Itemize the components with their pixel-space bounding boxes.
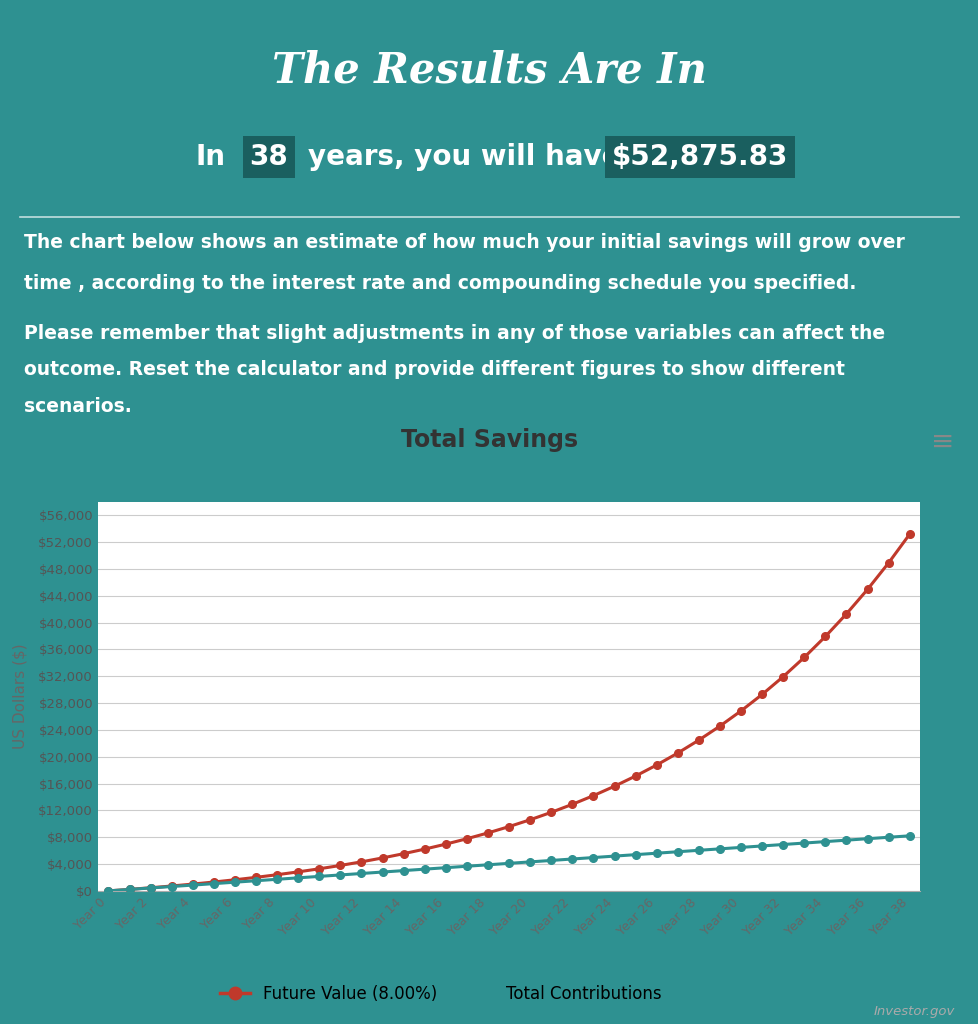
Y-axis label: US Dollars ($): US Dollars ($) [12,643,27,750]
Text: The Results Are In: The Results Are In [272,49,706,91]
Text: ≡: ≡ [930,428,954,456]
Text: outcome. Reset the calculator and provide different figures to show different: outcome. Reset the calculator and provid… [24,360,844,380]
Text: Please remember that slight adjustments in any of those variables can affect the: Please remember that slight adjustments … [24,324,885,343]
Legend: Future Value (8.00%), Total Contributions: Future Value (8.00%), Total Contribution… [213,978,667,1010]
Text: scenarios.: scenarios. [24,397,132,417]
Text: Total Savings: Total Savings [401,428,577,452]
Text: time , according to the interest rate and compounding schedule you specified.: time , according to the interest rate an… [24,274,856,294]
Text: In: In [196,143,226,171]
Text: The chart below shows an estimate of how much your initial savings will grow ove: The chart below shows an estimate of how… [24,233,905,253]
Text: $52,875.83: $52,875.83 [611,143,787,171]
Text: Investor.gov: Investor.gov [872,1005,954,1018]
Text: years, you will have: years, you will have [308,143,620,171]
Text: 38: 38 [249,143,289,171]
